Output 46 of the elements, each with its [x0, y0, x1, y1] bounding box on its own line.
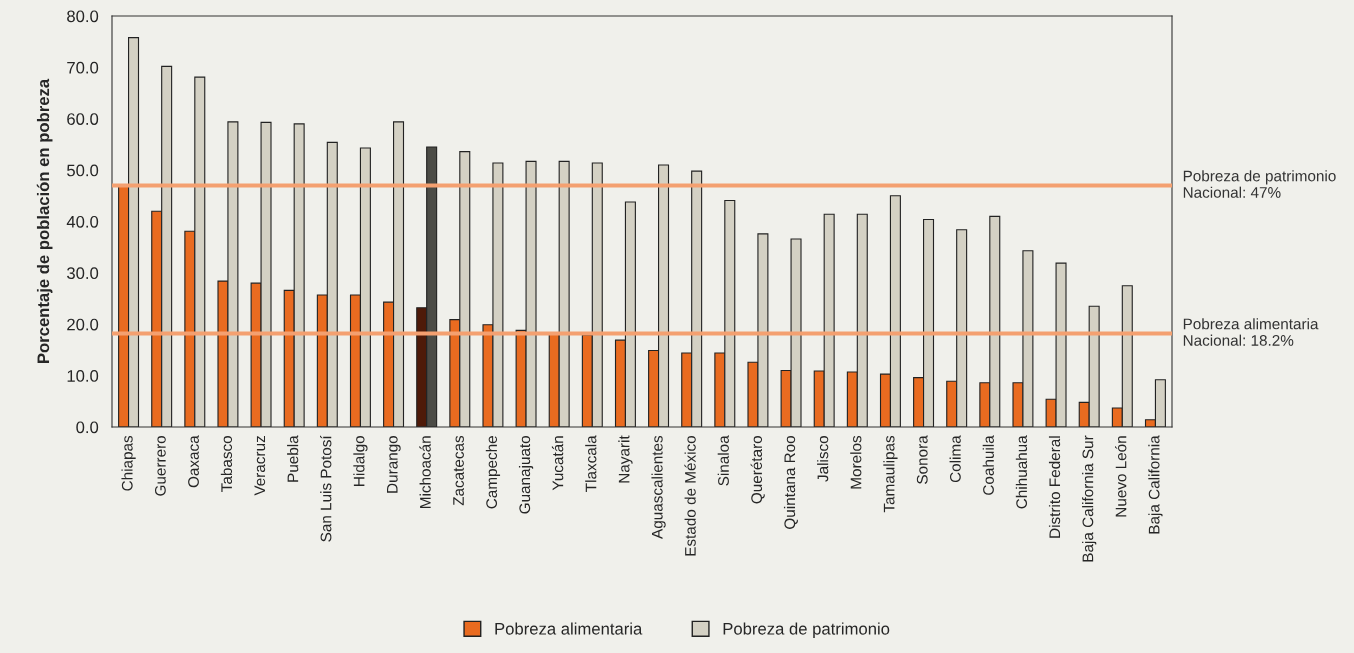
legend-label: Pobreza de patrimonio: [723, 622, 890, 638]
y-tick-label: 30.0: [67, 267, 99, 280]
x-tick-label: Querétaro: [750, 435, 765, 504]
x-tick-label: Aguascalientes: [651, 435, 666, 539]
x-tick-label: Nuevo León: [1115, 436, 1127, 517]
x-tick-label: Estado de México: [684, 435, 696, 556]
x-tick-label: Chihuahua: [1015, 435, 1028, 509]
x-tick-label: Tabasco: [220, 435, 233, 492]
legend-label: Pobreza alimentaria: [495, 622, 643, 635]
x-tick-label: Veracruz: [254, 436, 266, 496]
x-tick-label: Jalisco: [817, 435, 829, 482]
x-tick-label: Michoacán: [419, 436, 431, 508]
y-tick-label: 40.0: [66, 215, 99, 228]
x-tick-label: Tlaxcala: [585, 435, 597, 492]
y-tick-label: 0.0: [76, 421, 99, 434]
x-tick-label: Oaxaca: [188, 435, 199, 488]
x-tick-label: Coahuila: [982, 435, 994, 495]
ref-line-label: Pobreza alimentaria Nacional: 18.2%: [1183, 318, 1319, 346]
y-tick-label: 70.0: [67, 61, 99, 74]
x-tick-label: Yucatán: [551, 436, 564, 491]
x-tick-label: Sinaloa: [717, 435, 729, 486]
x-tick-label: Puebla: [287, 435, 299, 482]
x-tick-label: Zacatecas: [453, 435, 464, 506]
ref-line-label: Pobreza de patrimonio Nacional: 47%: [1183, 170, 1336, 198]
x-tick-label: San Luis Potosí: [320, 435, 332, 542]
x-tick-label: Sonora: [916, 435, 928, 484]
y-tick-label: 50.0: [67, 164, 99, 177]
x-tick-label: Tamaulipas: [883, 435, 898, 513]
y-tick-label: 10.0: [67, 370, 99, 382]
y-tick-label: 20.0: [67, 318, 99, 331]
x-tick-label: Colima: [949, 435, 961, 483]
x-tick-label: Baja California Sur: [1082, 435, 1097, 562]
x-tick-label: Baja California: [1148, 435, 1163, 534]
x-tick-label: Guerrero: [154, 435, 166, 496]
x-tick-label: Distrito Federal: [1048, 436, 1061, 538]
x-tick-label: Nayarit: [618, 435, 633, 483]
x-tick-label: Guanajuato: [518, 435, 534, 514]
y-axis-title: Porcentaje de población en pobreza: [36, 78, 53, 363]
x-tick-label: Campeche: [485, 436, 501, 509]
x-tick-label: Morelos: [850, 435, 862, 489]
y-tick-label: 80.0: [67, 10, 99, 23]
x-tick-label: Quintana Roo: [783, 435, 798, 529]
x-tick-label: Hidalgo: [353, 435, 368, 486]
y-tick-label: 60.0: [67, 113, 99, 125]
x-tick-label: Chiapas: [121, 435, 136, 491]
x-tick-label: Durango: [387, 435, 401, 493]
